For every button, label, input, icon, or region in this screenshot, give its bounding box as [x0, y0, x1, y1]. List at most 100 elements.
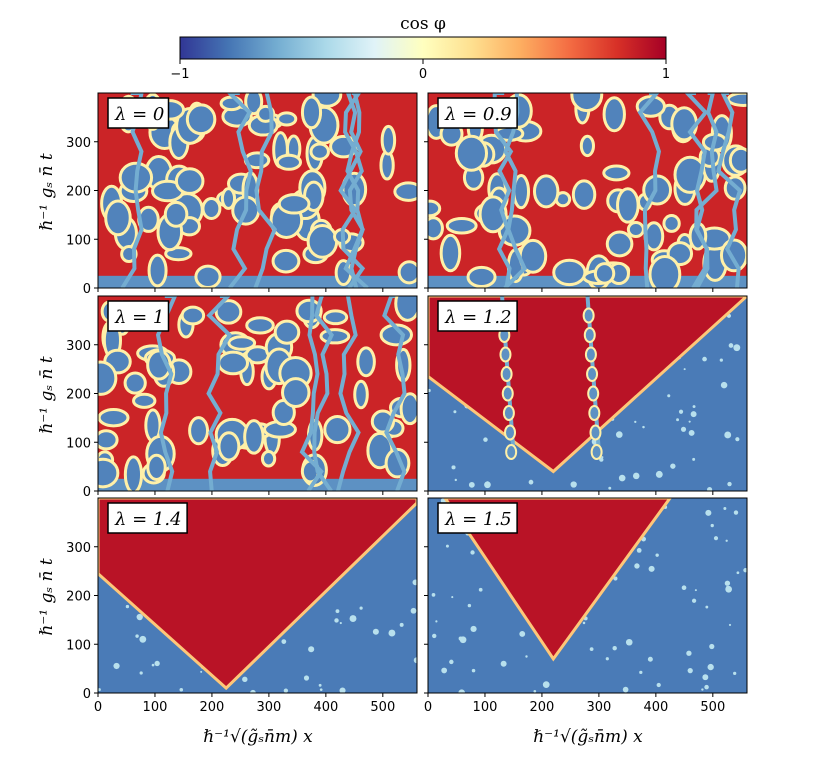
- heatmap-cell: [253, 93, 278, 288]
- y-tick-label: 100: [66, 436, 91, 451]
- panel-label-box: λ = 0: [107, 97, 170, 129]
- heatmap-cell: [642, 425, 645, 429]
- heatmap-cell: [532, 174, 560, 209]
- heatmap-cell: [303, 675, 310, 681]
- heatmap-cell: [587, 385, 600, 402]
- heatmap-cell: [445, 216, 478, 235]
- heatmap-cell: [727, 481, 732, 487]
- panel-label-background: [107, 502, 188, 534]
- heatmap-cell: [468, 481, 475, 488]
- heatmap-cell: [471, 668, 476, 673]
- heatmap-cell: [533, 689, 537, 693]
- heatmap-cell: [201, 197, 222, 220]
- heatmap-cell: [686, 650, 692, 656]
- x-tick-label: 0: [424, 700, 432, 715]
- y-tick-label: 0: [83, 485, 91, 500]
- x-tick-label: 200: [200, 700, 225, 715]
- heatmap-cell: [605, 230, 634, 258]
- x-tick-label: 0: [94, 700, 102, 715]
- x-tick-label: 400: [643, 700, 668, 715]
- heatmap-cell: [719, 358, 723, 362]
- heatmap-cell: [308, 646, 315, 653]
- heatmap-cell: [622, 686, 629, 693]
- heatmap-cell: [683, 368, 686, 371]
- heatmap-cell: [470, 625, 477, 633]
- panel-label-background: [107, 300, 170, 332]
- heatmap-cell: [273, 319, 301, 345]
- heatmap-cell: [725, 586, 730, 590]
- heatmap-cell: [277, 193, 311, 215]
- heatmap-cell: [502, 405, 515, 421]
- heatmap-cell: [504, 424, 517, 441]
- heatmap-cell: [399, 622, 404, 627]
- heatmap-cell: [694, 93, 719, 288]
- y-axis-label: ℏ⁻¹ gₛ n̄ t: [37, 558, 57, 636]
- heatmap-cell: [323, 414, 352, 445]
- heatmap-cell: [412, 579, 417, 586]
- x-axis-label-left: ℏ⁻¹√(g̃ₛn̄m) x: [203, 727, 313, 747]
- heatmap-cell: [735, 437, 740, 442]
- x-tick-label: 300: [586, 700, 611, 715]
- heatmap-cell: [139, 635, 147, 643]
- heatmap-cell: [726, 93, 747, 107]
- heatmap-cell: [570, 481, 577, 488]
- heatmap-cell: [704, 684, 709, 690]
- heatmap-cell: [605, 657, 609, 661]
- heatmap-region: [443, 498, 672, 662]
- colorbar-tick-label: 0: [419, 67, 427, 82]
- heatmap-cell: [453, 410, 457, 414]
- panel-3: λ = 1 0 100 200 300: [66, 295, 418, 500]
- colorbar-title: cos φ: [400, 14, 446, 34]
- y-tick-label: 0: [83, 282, 91, 297]
- heatmap-cell: [343, 93, 365, 288]
- y-axis-label: ℏ⁻¹ gₛ n̄ t: [37, 356, 57, 434]
- heatmap-cell: [428, 199, 442, 218]
- heatmap-cell: [702, 356, 707, 362]
- heatmap-field: [428, 93, 747, 288]
- heatmap-cell: [733, 344, 741, 352]
- panel-label-box: λ = 1: [107, 300, 170, 332]
- heatmap-cell: [632, 472, 640, 480]
- panel-label: λ = 0: [114, 104, 164, 125]
- heatmap-cell: [637, 93, 662, 288]
- heatmap-cell: [525, 655, 528, 658]
- heatmap-cell: [710, 523, 714, 528]
- heatmap-cell: [705, 605, 709, 609]
- heatmap-cell: [353, 379, 369, 410]
- panel-label-background: [107, 97, 170, 129]
- heatmap-cell: [299, 296, 324, 491]
- heatmap-cell: [678, 409, 684, 414]
- panel-label: λ = 1.2: [444, 307, 512, 328]
- heatmap-cell: [185, 103, 217, 136]
- heatmap-cell: [570, 93, 604, 113]
- heatmap-cell: [139, 671, 143, 675]
- heatmap-cell: [451, 596, 454, 599]
- heatmap-cell: [586, 366, 599, 382]
- heatmap-cell: [728, 343, 734, 348]
- heatmap-cell: [309, 142, 330, 161]
- heatmap-cell: [655, 470, 663, 478]
- heatmap-cell: [399, 392, 417, 426]
- heatmap-cell: [519, 630, 526, 637]
- heatmap-cell: [335, 609, 340, 614]
- heatmap-cell: [720, 381, 728, 389]
- heatmap-cell: [579, 134, 595, 158]
- heatmap-cell: [454, 134, 489, 172]
- heatmap-cell: [435, 620, 438, 623]
- heatmap-cell: [690, 411, 697, 418]
- heatmap-cell: [431, 593, 436, 597]
- heatmap-cell: [589, 424, 602, 441]
- heatmap-cell: [467, 603, 472, 608]
- heatmap-cell: [636, 547, 642, 553]
- heatmap-cell: [410, 607, 417, 614]
- panel-6: λ = 1.5 0 100 200 300 400 500: [424, 497, 748, 715]
- heatmap-cell: [733, 671, 737, 676]
- heatmap-cell: [318, 683, 322, 687]
- heatmap-cell: [662, 214, 681, 233]
- colorbar: cos φ −1 0 1: [170, 14, 670, 82]
- heatmap-cell: [113, 662, 120, 670]
- heatmap-cell: [716, 93, 743, 288]
- heatmap-cell: [283, 688, 289, 693]
- y-tick-label: 300: [66, 339, 91, 354]
- y-tick-label: 200: [66, 590, 91, 605]
